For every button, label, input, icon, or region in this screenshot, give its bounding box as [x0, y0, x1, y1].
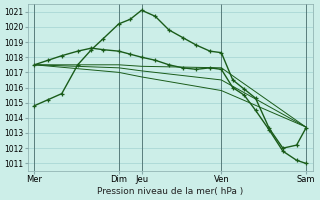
- X-axis label: Pression niveau de la mer( hPa ): Pression niveau de la mer( hPa ): [97, 187, 243, 196]
